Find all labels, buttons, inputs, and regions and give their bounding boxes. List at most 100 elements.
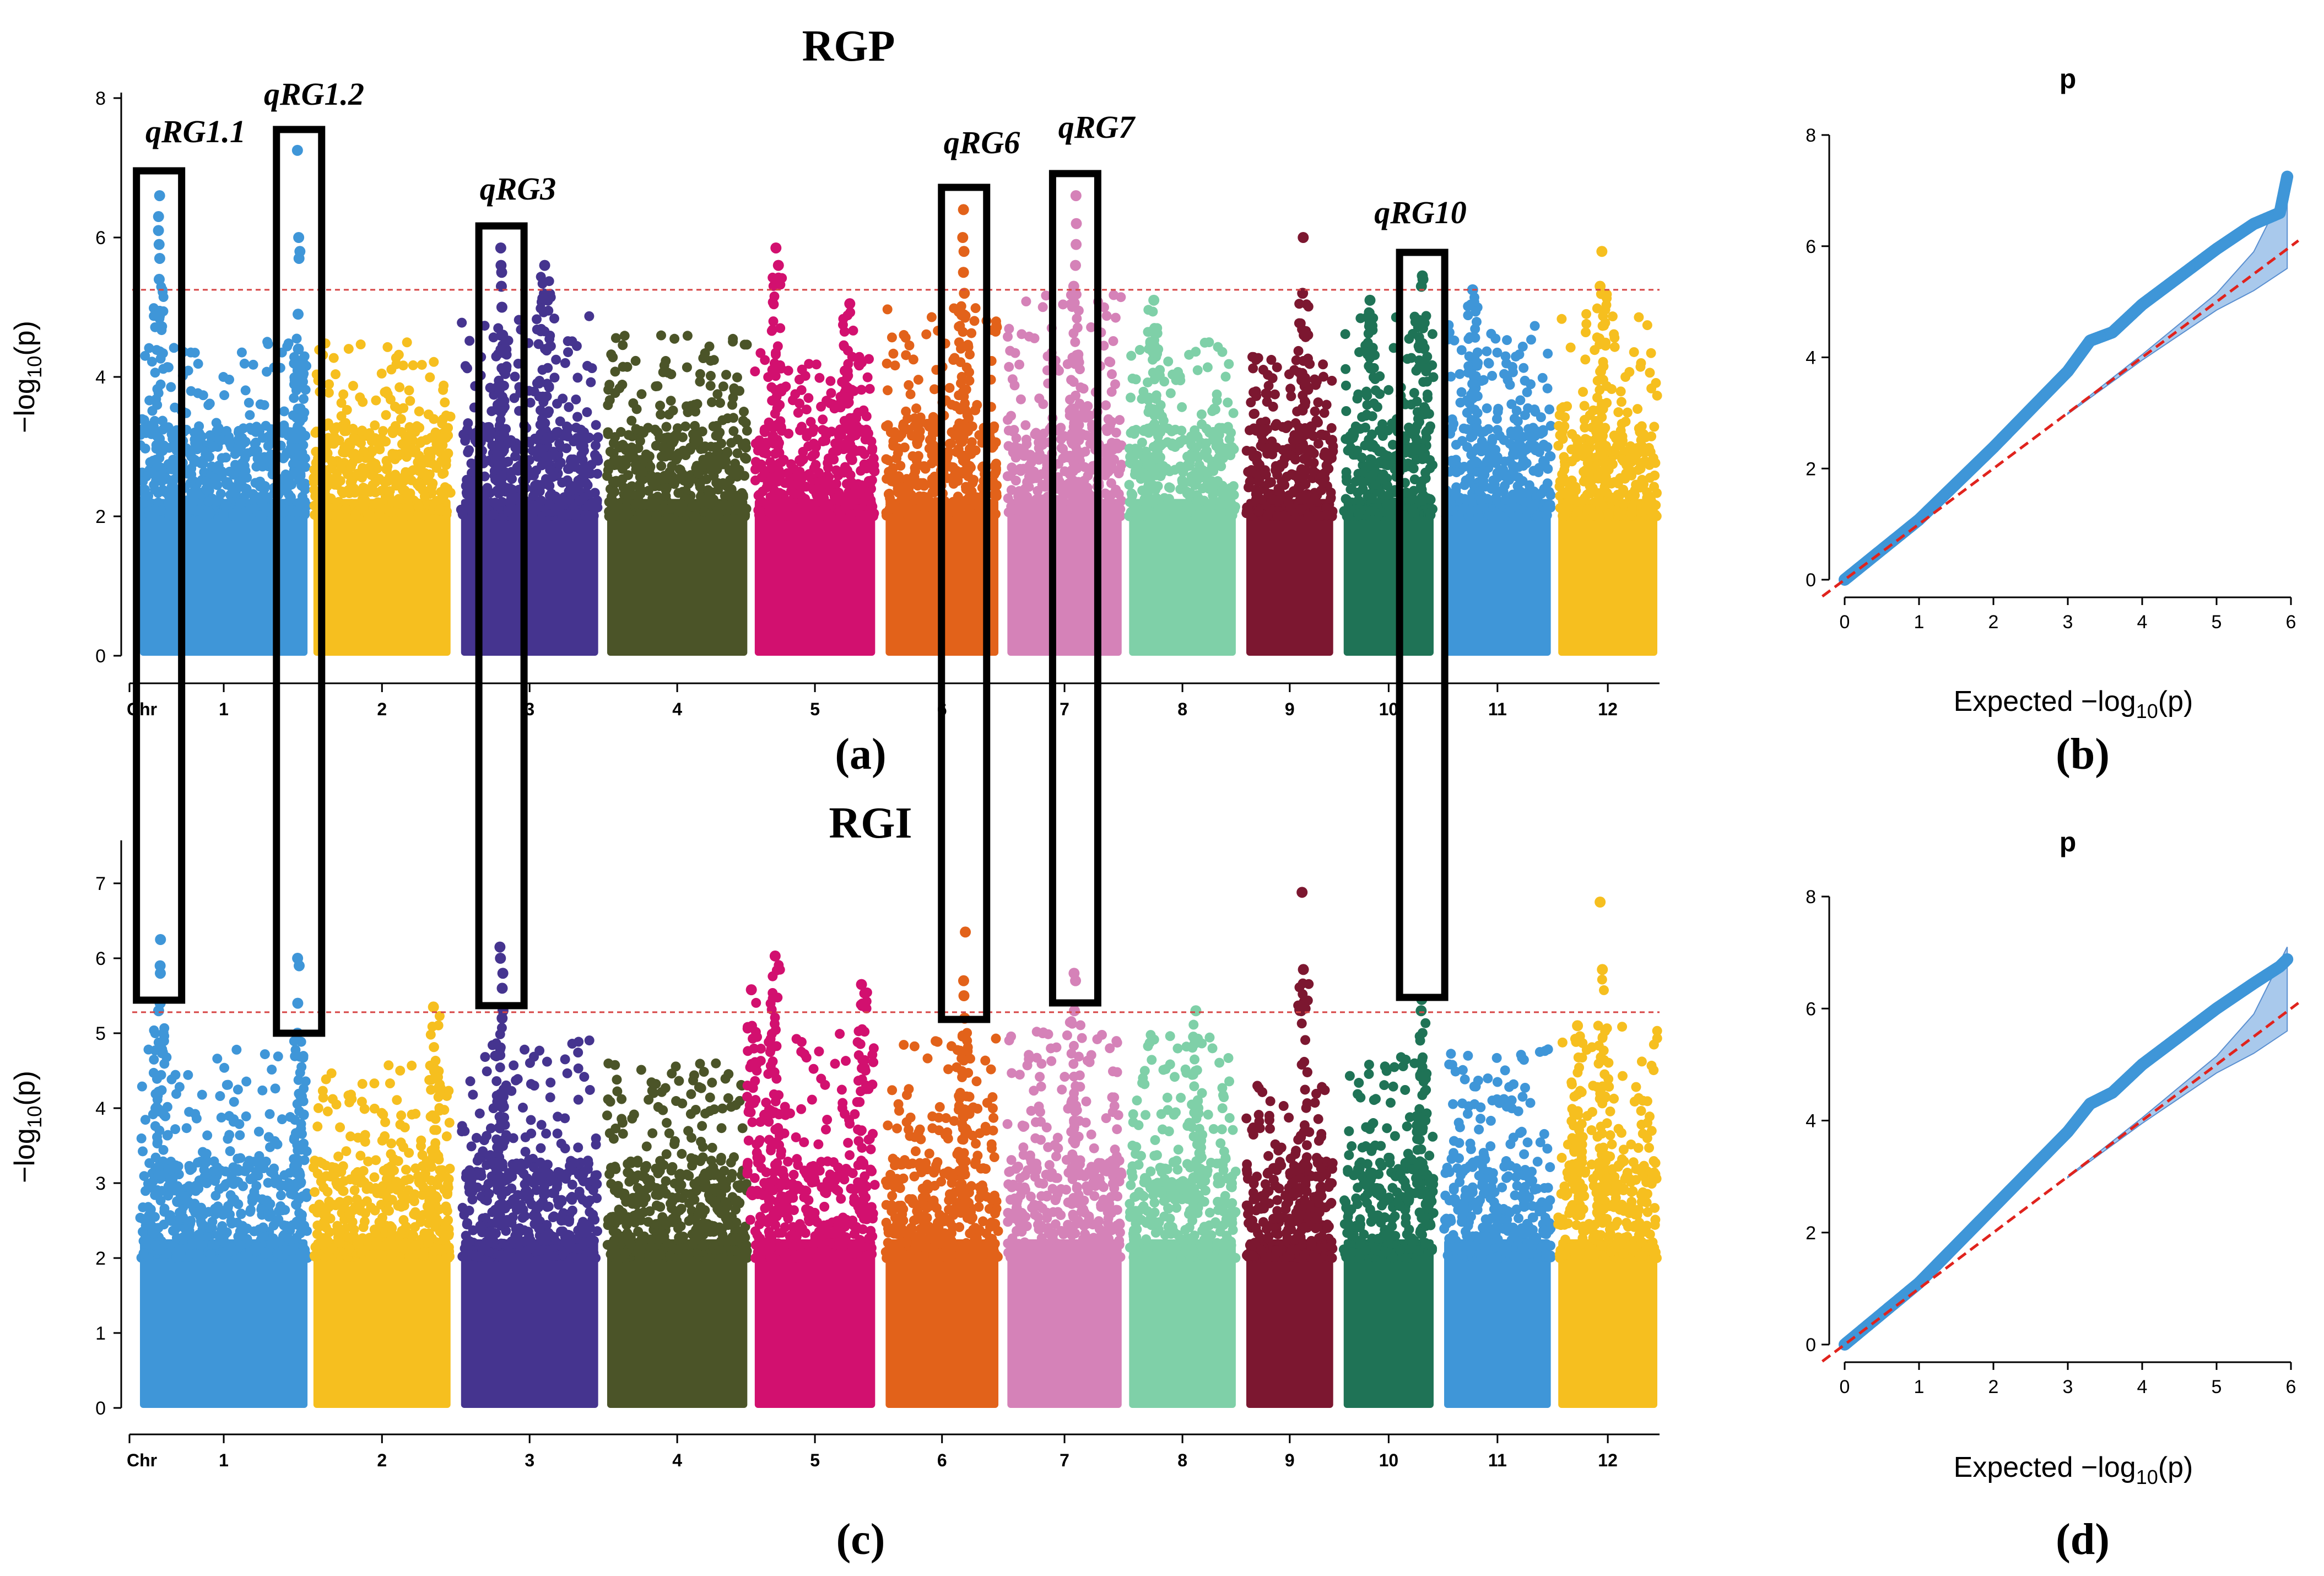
chromosome-10-dense-band <box>1343 499 1434 656</box>
snp-point <box>652 381 663 391</box>
snp-point <box>1283 498 1294 508</box>
snp-point <box>1420 404 1431 414</box>
snp-point <box>1146 495 1156 506</box>
snp-point <box>1249 423 1259 434</box>
snp-point <box>336 411 347 422</box>
snp-point <box>1207 476 1217 487</box>
snp-point <box>1107 369 1117 380</box>
snp-point <box>1293 431 1304 441</box>
x-tick-label: 4 <box>672 699 682 719</box>
snp-point <box>1487 371 1498 381</box>
snp-point <box>1069 476 1079 487</box>
snp-point <box>225 481 236 492</box>
snp-point <box>1110 312 1121 323</box>
snp-point <box>961 362 972 373</box>
snp-point <box>908 354 918 365</box>
snp-point <box>584 510 594 521</box>
snp-point <box>1104 495 1114 505</box>
snp-point <box>1194 460 1204 470</box>
snp-point <box>423 457 433 468</box>
snp-point <box>847 455 857 465</box>
snp-point <box>1144 392 1154 403</box>
snp-point <box>1192 431 1202 441</box>
snp-point <box>1185 456 1195 467</box>
snp-point <box>618 440 628 450</box>
snp-point <box>1369 398 1379 408</box>
snp-point <box>808 424 819 434</box>
snp-point <box>1518 488 1528 498</box>
snp-point <box>419 490 430 501</box>
snp-point <box>1342 476 1352 486</box>
snp-point <box>1527 431 1537 442</box>
snp-point <box>615 427 626 437</box>
snp-point <box>1646 348 1656 358</box>
snp-point <box>1192 365 1203 375</box>
snp-point <box>1410 425 1420 436</box>
snp-point <box>1191 510 1201 521</box>
snp-point <box>576 450 587 460</box>
snp-point <box>1529 499 1540 510</box>
snp-point <box>1277 476 1287 487</box>
snp-point <box>687 501 698 512</box>
snp-point <box>1137 510 1148 520</box>
snp-point <box>1489 479 1500 489</box>
snp-point <box>169 343 179 353</box>
snp-point <box>1217 485 1228 495</box>
snp-point <box>1272 362 1282 373</box>
snp-point <box>1301 445 1312 455</box>
snp-point <box>355 339 366 350</box>
snp-point <box>672 423 683 434</box>
snp-point <box>564 402 574 412</box>
snp-point <box>647 477 658 488</box>
snp-point <box>360 467 370 477</box>
snp-point <box>1543 348 1553 359</box>
peak-point <box>1364 294 1376 306</box>
snp-point <box>205 508 215 519</box>
snp-point <box>655 401 666 411</box>
snp-point <box>218 509 229 519</box>
snp-point <box>1313 511 1323 521</box>
snp-point <box>386 364 397 375</box>
snp-point <box>1010 441 1020 452</box>
snp-point <box>668 438 678 448</box>
snp-point <box>414 406 424 417</box>
snp-point <box>883 385 893 396</box>
snp-point <box>1545 490 1556 500</box>
snp-point <box>914 491 925 501</box>
snp-point <box>682 362 692 373</box>
snp-point <box>1286 391 1296 402</box>
snp-point <box>1175 436 1185 447</box>
snp-point <box>1499 369 1510 379</box>
snp-point <box>1085 492 1095 502</box>
snp-point <box>358 397 368 407</box>
snp-point <box>1423 392 1433 403</box>
snp-point <box>240 466 251 476</box>
snp-point <box>856 481 867 491</box>
snp-point <box>262 337 273 347</box>
snp-point <box>814 373 825 383</box>
snp-point <box>336 398 347 408</box>
snp-point <box>904 340 915 350</box>
snp-point <box>964 375 975 386</box>
snp-point <box>690 430 701 441</box>
snp-point <box>1126 488 1137 499</box>
snp-point <box>584 311 594 321</box>
snp-point <box>194 421 204 431</box>
snp-point <box>1313 397 1323 408</box>
snp-point <box>897 482 907 493</box>
snp-point <box>1542 501 1553 511</box>
snp-point <box>1422 376 1432 387</box>
snp-point <box>1010 452 1021 463</box>
snp-point <box>300 484 310 495</box>
snp-point <box>544 382 554 392</box>
snp-point <box>841 443 852 454</box>
snp-point <box>1110 379 1120 390</box>
snp-point <box>1327 375 1337 386</box>
snp-point <box>572 412 582 422</box>
snp-point <box>429 357 439 367</box>
snp-point <box>915 426 925 436</box>
snp-point <box>1492 425 1503 435</box>
snp-point <box>1363 337 1373 348</box>
snp-point <box>212 496 222 506</box>
snp-point <box>869 508 879 519</box>
